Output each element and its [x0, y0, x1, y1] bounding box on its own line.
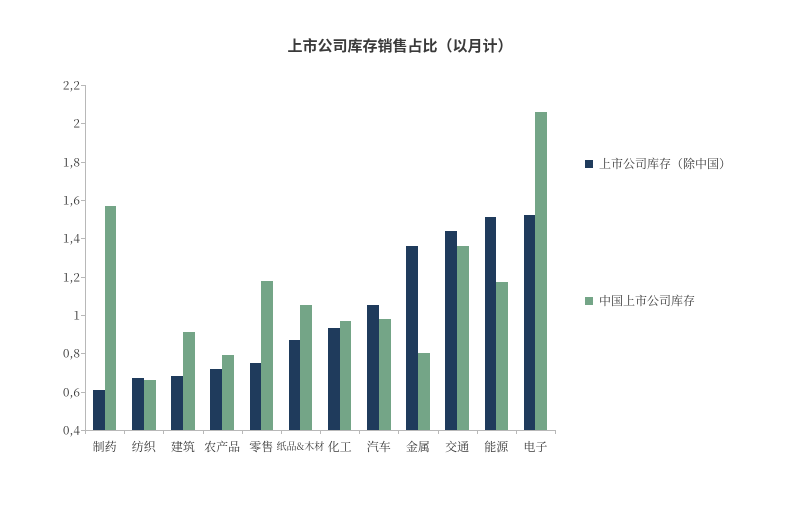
bar [300, 305, 312, 430]
legend-label: 上市公司库存（除中国） [599, 155, 731, 172]
y-tick-mark [81, 315, 85, 316]
bar [171, 376, 183, 430]
x-tick-label: 制药 [93, 438, 117, 455]
x-tick-label: 建筑 [171, 438, 195, 455]
y-tick-mark [81, 85, 85, 86]
bar [105, 206, 117, 430]
x-tick-label: 电子 [523, 438, 547, 455]
legend-item: 中国上市公司库存 [585, 292, 731, 309]
y-axis-line [85, 85, 86, 430]
x-tick-label: 金属 [406, 438, 430, 455]
y-tick-mark [81, 238, 85, 239]
bar [144, 380, 156, 430]
bar [261, 281, 273, 431]
bar [535, 112, 547, 430]
y-tick-label: 1,2 [30, 268, 80, 285]
x-tick-label: 纸品&木材 [277, 438, 325, 453]
y-tick-label: 2 [30, 115, 80, 132]
y-tick-label: 0,4 [30, 422, 80, 439]
y-tick-label: 0,6 [30, 383, 80, 400]
y-tick-label: 0,8 [30, 345, 80, 362]
bar [183, 332, 195, 430]
legend-swatch [585, 297, 593, 305]
y-tick-label: 1,8 [30, 153, 80, 170]
bar [524, 215, 536, 430]
bar [328, 328, 340, 430]
x-tick-label: 纺织 [132, 438, 156, 455]
x-tick-label: 能源 [484, 438, 508, 455]
y-tick-mark [81, 277, 85, 278]
y-tick-label: 1,6 [30, 192, 80, 209]
x-tick-label: 汽车 [367, 438, 391, 455]
x-tick-label: 化工 [328, 438, 352, 455]
x-tick-mark [555, 430, 556, 434]
y-tick-label: 2,2 [30, 77, 80, 94]
bar [367, 305, 379, 430]
bar [496, 282, 508, 430]
bar [289, 340, 301, 430]
bar [379, 319, 391, 430]
y-tick-mark [81, 123, 85, 124]
bar [93, 390, 105, 430]
x-tick-mark [477, 430, 478, 434]
x-tick-mark [85, 430, 86, 434]
x-tick-mark [242, 430, 243, 434]
plot-area: 0,40,60,811,21,41,61,822,2制药纺织建筑农产品零售纸品&… [85, 85, 555, 430]
x-tick-mark [398, 430, 399, 434]
x-tick-mark [203, 430, 204, 434]
legend-label: 中国上市公司库存 [599, 292, 695, 309]
bar [445, 231, 457, 430]
x-tick-mark [359, 430, 360, 434]
x-tick-label: 农产品 [204, 438, 240, 455]
x-tick-mark [281, 430, 282, 434]
x-tick-label: 交通 [445, 438, 469, 455]
legend-item: 上市公司库存（除中国） [585, 155, 731, 172]
y-tick-mark [81, 162, 85, 163]
bar [418, 353, 430, 430]
bar [406, 246, 418, 430]
bar [250, 363, 262, 430]
y-tick-label: 1 [30, 307, 80, 324]
y-tick-label: 1,4 [30, 230, 80, 247]
bar [485, 217, 497, 430]
page: 上市公司库存销售占比（以月计） 0,40,60,811,21,41,61,822… [0, 0, 800, 505]
chart-area: 0,40,60,811,21,41,61,822,2制药纺织建筑农产品零售纸品&… [85, 85, 555, 430]
x-tick-label: 零售 [249, 438, 273, 455]
x-tick-mark [516, 430, 517, 434]
y-tick-mark [81, 200, 85, 201]
bar [340, 321, 352, 430]
legend-swatch [585, 160, 593, 168]
x-tick-mark [438, 430, 439, 434]
chart-title: 上市公司库存销售占比（以月计） [0, 35, 800, 56]
x-tick-mark [124, 430, 125, 434]
x-tick-mark [320, 430, 321, 434]
legend: 上市公司库存（除中国） 中国上市公司库存 [585, 155, 731, 309]
bar [222, 355, 234, 430]
y-tick-mark [81, 353, 85, 354]
bar [132, 378, 144, 430]
bar [210, 369, 222, 430]
x-tick-mark [163, 430, 164, 434]
y-tick-mark [81, 392, 85, 393]
bar [457, 246, 469, 430]
